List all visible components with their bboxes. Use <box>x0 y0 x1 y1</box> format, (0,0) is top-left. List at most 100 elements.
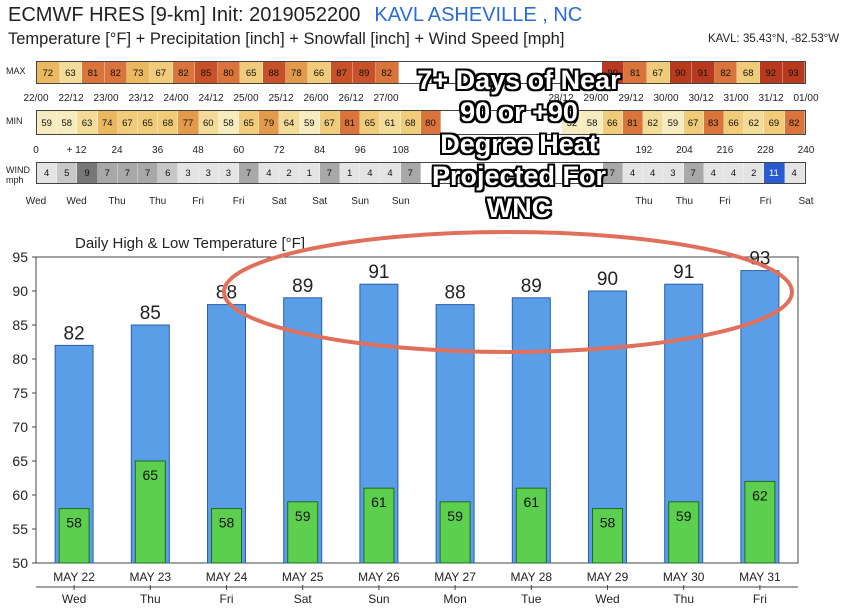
chart-title: Daily High & Low Temperature [°F] <box>75 235 305 252</box>
low-temp-label: 58 <box>219 515 235 531</box>
wind-speed-cell: 3 <box>198 163 219 183</box>
x-weekday-label: Fri <box>220 592 234 606</box>
max-strip-tick: 24/12 <box>198 93 224 104</box>
max-strip-tick: 25/12 <box>268 93 294 104</box>
max-strip-tick: 27/00 <box>373 93 399 104</box>
max-temp-cell: 78 <box>285 62 309 83</box>
min-temp-cell: 61 <box>380 111 401 134</box>
high-temp-label: 82 <box>64 323 85 344</box>
location-link[interactable]: KAVL ASHEVILLE , NC <box>374 4 583 26</box>
max-temp-cell: 65 <box>240 62 263 83</box>
min-temp-cell: 66 <box>723 111 745 134</box>
max-temp-cell: 63 <box>59 62 83 83</box>
max-strip-tick: 01/00 <box>793 93 819 104</box>
x-weekday-label: Sat <box>294 592 313 606</box>
max-temp-cell <box>421 62 444 83</box>
low-temp-label: 58 <box>66 515 82 531</box>
y-tick-label: 70 <box>12 419 28 435</box>
high-temp-label: 89 <box>521 276 542 297</box>
wind-speed-cell: 3 <box>218 163 240 183</box>
x-date-label: MAY 30 <box>663 570 705 584</box>
wind-speed-cell <box>502 163 522 183</box>
wind-speed-cell: 4 <box>259 163 280 183</box>
min-strip-label: MIN <box>6 116 23 126</box>
x-weekday-label: Sun <box>368 592 389 606</box>
wind-speed-cell: 4 <box>723 163 745 183</box>
x-date-label: MAY 27 <box>434 570 476 584</box>
wind-strip-tick: Sat <box>798 196 814 207</box>
overlay-line-5: WNC <box>486 193 552 223</box>
station-coords: KAVL: 35.43°N, -82.53°W <box>708 33 840 45</box>
min-temp-cell: 60 <box>198 111 219 134</box>
wind-strip-label: WIND mph <box>6 165 30 185</box>
x-date-label: MAY 31 <box>739 570 781 584</box>
low-temp-label: 59 <box>447 508 463 524</box>
low-temp-bar <box>668 501 700 564</box>
high-temp-label: 91 <box>368 262 389 283</box>
min-temp-cell: 79 <box>259 111 280 134</box>
wind-speed-cell: 4 <box>37 163 58 183</box>
min-temp-cell: 58 <box>582 111 603 134</box>
min-strip-tick: 204 <box>676 145 693 156</box>
max-temp-cell: 66 <box>308 62 331 83</box>
wind-strip-tick: Sun <box>391 196 410 207</box>
max-temp-cell: 92 <box>760 62 783 83</box>
max-strip-tick: 29/00 <box>583 93 609 104</box>
max-temp-cell: 82 <box>104 62 128 83</box>
x-weekday-label: Tue <box>521 592 542 606</box>
wind-speed-cell: 7 <box>97 163 118 183</box>
x-weekday-label: Thu <box>140 592 161 606</box>
min-strip-tick: 60 <box>233 145 245 156</box>
max-temp-cell <box>489 62 512 83</box>
min-temp-cell: 59 <box>37 111 58 134</box>
max-strip-tick: 30/12 <box>688 93 714 104</box>
wind-strip-tick: Sun <box>351 196 370 207</box>
max-temp-cell: 81 <box>624 62 648 83</box>
x-weekday-label: Thu <box>673 592 694 606</box>
x-weekday-label: Mon <box>443 592 466 606</box>
min-strip-ticks: 0 + 12 24 36 48 60 72 84 96 108 192 204 216 228 240 <box>33 145 814 157</box>
wind-strip-ticks: Wed Wed Thu Thu Fri Fri Sat Sat Sun Sun Thu Thu Fri F… <box>26 196 814 208</box>
max-strip-tick: 22/12 <box>58 93 84 104</box>
low-temp-label: 61 <box>371 494 387 510</box>
max-temp-cell: 67 <box>149 62 173 83</box>
max-temp-cell: 67 <box>647 62 670 83</box>
wind-strip-tick: Sat <box>271 196 287 207</box>
highlight-ellipse <box>222 230 794 354</box>
max-temp-cell: 90 <box>601 62 625 83</box>
min-strip-tick: 24 <box>111 145 123 156</box>
min-temp-cell: 80 <box>420 111 442 134</box>
y-tick-label: 80 <box>12 351 28 367</box>
wind-speed-cell: 1 <box>340 163 361 183</box>
x-weekday-label: Wed <box>62 592 86 606</box>
low-temp-bar <box>744 480 776 564</box>
max-temp-cell: 93 <box>782 62 806 83</box>
min-temp-cell: 68 <box>400 111 421 134</box>
wind-speed-cell: 5 <box>57 163 78 183</box>
high-temp-label: 85 <box>140 303 161 324</box>
high-temp-label: 90 <box>597 269 618 290</box>
min-temp-cell <box>502 111 522 134</box>
wind-speed-cell: 4 <box>643 163 664 183</box>
min-temp-cell <box>461 111 482 134</box>
min-temp-cell: 64 <box>279 111 300 134</box>
wind-speed-cell: 6 <box>158 163 179 183</box>
wind-strip-tick: Thu <box>108 196 126 207</box>
plot-frame <box>35 256 799 564</box>
min-temp-cell: 77 <box>178 111 199 134</box>
y-tick-label: 75 <box>12 385 28 401</box>
wind-speed-cell: 3 <box>178 163 199 183</box>
max-temp-cell: 80 <box>217 62 241 83</box>
max-temp-cell: 89 <box>353 62 376 83</box>
low-temp-bar <box>592 508 623 564</box>
max-temp-cell: 82 <box>172 62 196 83</box>
min-temp-cell: 69 <box>764 111 785 134</box>
wind-speed-cell <box>582 163 603 183</box>
subtitle: Temperature [°F] + Precipitation [inch] … <box>8 30 839 49</box>
max-strip-tick: 31/12 <box>758 93 784 104</box>
max-temp-cell <box>466 62 489 83</box>
min-temp-cell <box>441 111 462 134</box>
max-temp-cell <box>557 62 580 83</box>
min-strip-tick: 108 <box>392 145 410 156</box>
wind-speed-cell: 4 <box>360 163 381 183</box>
